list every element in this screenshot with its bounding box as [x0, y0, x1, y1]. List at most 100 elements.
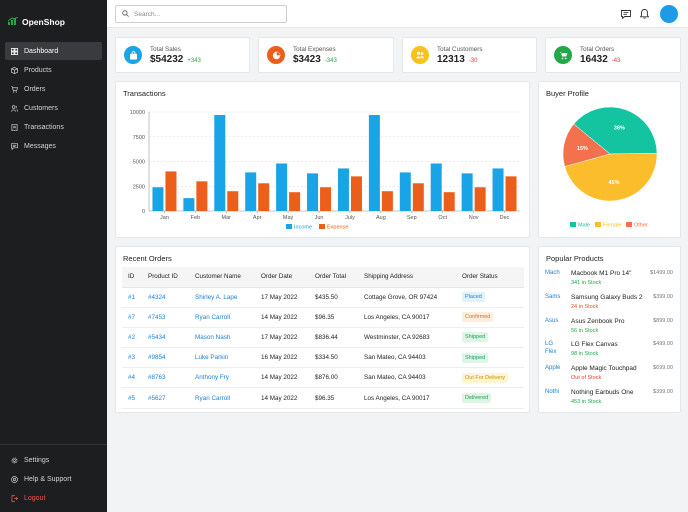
product-id-link[interactable]: #5434 — [142, 327, 189, 349]
product-item[interactable]: Asus Asus Zenbook Pro 56 in Stock $899.00 — [545, 317, 673, 341]
customer-name-link[interactable]: Mason Nash — [189, 327, 255, 349]
legend-swatch — [570, 222, 576, 227]
product-item[interactable]: Sams Samsung Galaxy Buds 2 24 in Stock $399… — [545, 293, 673, 317]
pie-slice-other[interactable] — [562, 123, 611, 167]
bar-income[interactable] — [492, 168, 504, 211]
bar-income[interactable] — [337, 168, 349, 211]
bar-expense[interactable] — [443, 192, 455, 211]
column-header-order-total[interactable]: Order Total — [309, 267, 358, 288]
table-row[interactable]: #2 #5434 Mason Nash 17 May 2022 $836.44 Westm… — [122, 327, 524, 349]
product-name: Apple Magic Touchpad — [571, 365, 637, 373]
column-header-id[interactable]: ID — [122, 267, 142, 288]
sidebar-item-customers[interactable]: Customers — [5, 99, 102, 117]
product-image: Nothi — [545, 389, 560, 395]
product-item[interactable]: Apple Apple Magic Touchpad Out of Stock $69… — [545, 364, 673, 388]
table-row[interactable]: #7 #7453 Ryan Carroll 14 May 2022 $96.35 Los … — [122, 307, 524, 328]
order-id-link[interactable]: #1 — [122, 287, 142, 308]
bar-expense[interactable] — [474, 187, 486, 211]
legend-label[interactable]: Expense — [327, 225, 348, 231]
table-row[interactable]: #1 #4324 Shirley A. Lape 17 May 2022 $435.50… — [122, 287, 524, 308]
column-header-shipping-address[interactable]: Shipping Address — [358, 267, 456, 288]
bell-icon[interactable] — [639, 9, 649, 19]
bar-income[interactable] — [276, 163, 288, 211]
sidebar-item-help[interactable]: Help & Support — [5, 470, 102, 488]
cart-icon — [11, 85, 18, 93]
search-icon — [122, 9, 129, 19]
customer-name-link[interactable]: Ryan Carroll — [189, 387, 255, 409]
bar-income[interactable] — [368, 114, 380, 211]
product-item[interactable]: Mach Macbook M1 Pro 14" 341 in Stock $1499.… — [545, 269, 673, 293]
order-date: 14 May 2022 — [255, 367, 309, 389]
x-tick-label: Jan — [160, 215, 169, 221]
bar-income[interactable] — [399, 172, 411, 211]
customer-name-link[interactable]: Anthony Fry — [189, 367, 255, 389]
customer-name-link[interactable]: Ryan Carroll — [189, 307, 255, 328]
order-total: $876.00 — [309, 367, 358, 389]
product-stock: 98 in Stock — [571, 351, 599, 358]
sidebar-item-orders[interactable]: Orders — [5, 80, 102, 98]
order-id-link[interactable]: #3 — [122, 347, 142, 369]
sidebar-item-label: Help & Support — [24, 475, 72, 483]
search-input[interactable] — [134, 10, 274, 18]
sidebar-item-settings[interactable]: Settings — [5, 451, 102, 469]
product-item[interactable]: LG Flex LG Flex Canvas 98 in Stock $499.00 — [545, 340, 673, 364]
product-item[interactable]: Nothi Nothing Earbuds One 453 in Stock $399… — [545, 388, 673, 412]
column-header-product-id[interactable]: Product ID — [142, 267, 189, 288]
status-cell: Shipped — [456, 347, 524, 369]
product-id-link[interactable]: #5627 — [142, 387, 189, 409]
bar-expense[interactable] — [381, 191, 393, 211]
bar-income[interactable] — [307, 173, 319, 211]
search-box[interactable] — [115, 5, 287, 23]
legend-label[interactable]: Income — [294, 225, 312, 231]
product-id-link[interactable]: #8763 — [142, 367, 189, 389]
bar-expense[interactable] — [350, 176, 362, 211]
product-id-link[interactable]: #4324 — [142, 287, 189, 308]
bar-income[interactable] — [183, 198, 195, 211]
box-icon — [11, 66, 18, 74]
sidebar-item-logout[interactable]: Logout — [5, 489, 102, 507]
bar-income[interactable] — [152, 187, 164, 211]
bar-expense[interactable] — [505, 176, 517, 211]
brand[interactable]: OpenShop — [0, 0, 107, 32]
column-header-order-status[interactable]: Order Status — [456, 267, 524, 288]
status-badge: Shipped — [462, 332, 489, 343]
bar-income[interactable] — [461, 173, 473, 211]
product-id-link[interactable]: #7453 — [142, 307, 189, 328]
pie-slice-male[interactable] — [573, 106, 658, 155]
pie-slice-female[interactable] — [564, 153, 658, 202]
product-id-link[interactable]: #9854 — [142, 347, 189, 369]
column-header-order-date[interactable]: Order Date — [255, 267, 309, 288]
legend-label[interactable]: Female — [603, 223, 621, 229]
order-id-link[interactable]: #2 — [122, 327, 142, 349]
bar-expense[interactable] — [196, 181, 208, 211]
bar-expense[interactable] — [227, 191, 239, 211]
avatar[interactable] — [660, 5, 678, 23]
column-header-customer-name[interactable]: Customer Name — [189, 267, 255, 288]
table-row[interactable]: #3 #9854 Luke Parkin 16 May 2022 $334.50 San … — [122, 347, 524, 369]
table-row[interactable]: #5 #5627 Ryan Carroll 14 May 2022 $96.35 Los … — [122, 387, 524, 409]
order-id-link[interactable]: #5 — [122, 387, 142, 409]
order-total: $334.50 — [309, 347, 358, 369]
bar-expense[interactable] — [258, 183, 270, 211]
bar-expense[interactable] — [412, 183, 424, 211]
bar-income[interactable] — [214, 114, 226, 211]
shipping-address: Los Angeles, CA 90017 — [358, 387, 456, 409]
bar-income[interactable] — [245, 172, 257, 211]
bar-expense[interactable] — [165, 171, 177, 211]
bar-expense[interactable] — [289, 192, 301, 211]
chat-icon[interactable] — [621, 9, 631, 19]
sidebar-item-dashboard[interactable]: Dashboard — [5, 42, 102, 60]
order-id-link[interactable]: #7 — [122, 307, 142, 328]
customer-name-link[interactable]: Luke Parkin — [189, 347, 255, 369]
customer-name-link[interactable]: Shirley A. Lape — [189, 287, 255, 308]
legend-label[interactable]: Male — [578, 223, 590, 229]
sidebar-item-messages[interactable]: Messages — [5, 137, 102, 155]
bar-income[interactable] — [430, 163, 442, 211]
sidebar-item-products[interactable]: Products — [5, 61, 102, 79]
logo-chart-icon — [7, 16, 19, 27]
legend-label[interactable]: Other — [634, 223, 648, 229]
sidebar-item-transactions[interactable]: Transactions — [5, 118, 102, 136]
bar-expense[interactable] — [320, 187, 332, 211]
order-id-link[interactable]: #4 — [122, 367, 142, 389]
table-row[interactable]: #4 #8763 Anthony Fry 14 May 2022 $876.00 San … — [122, 367, 524, 389]
